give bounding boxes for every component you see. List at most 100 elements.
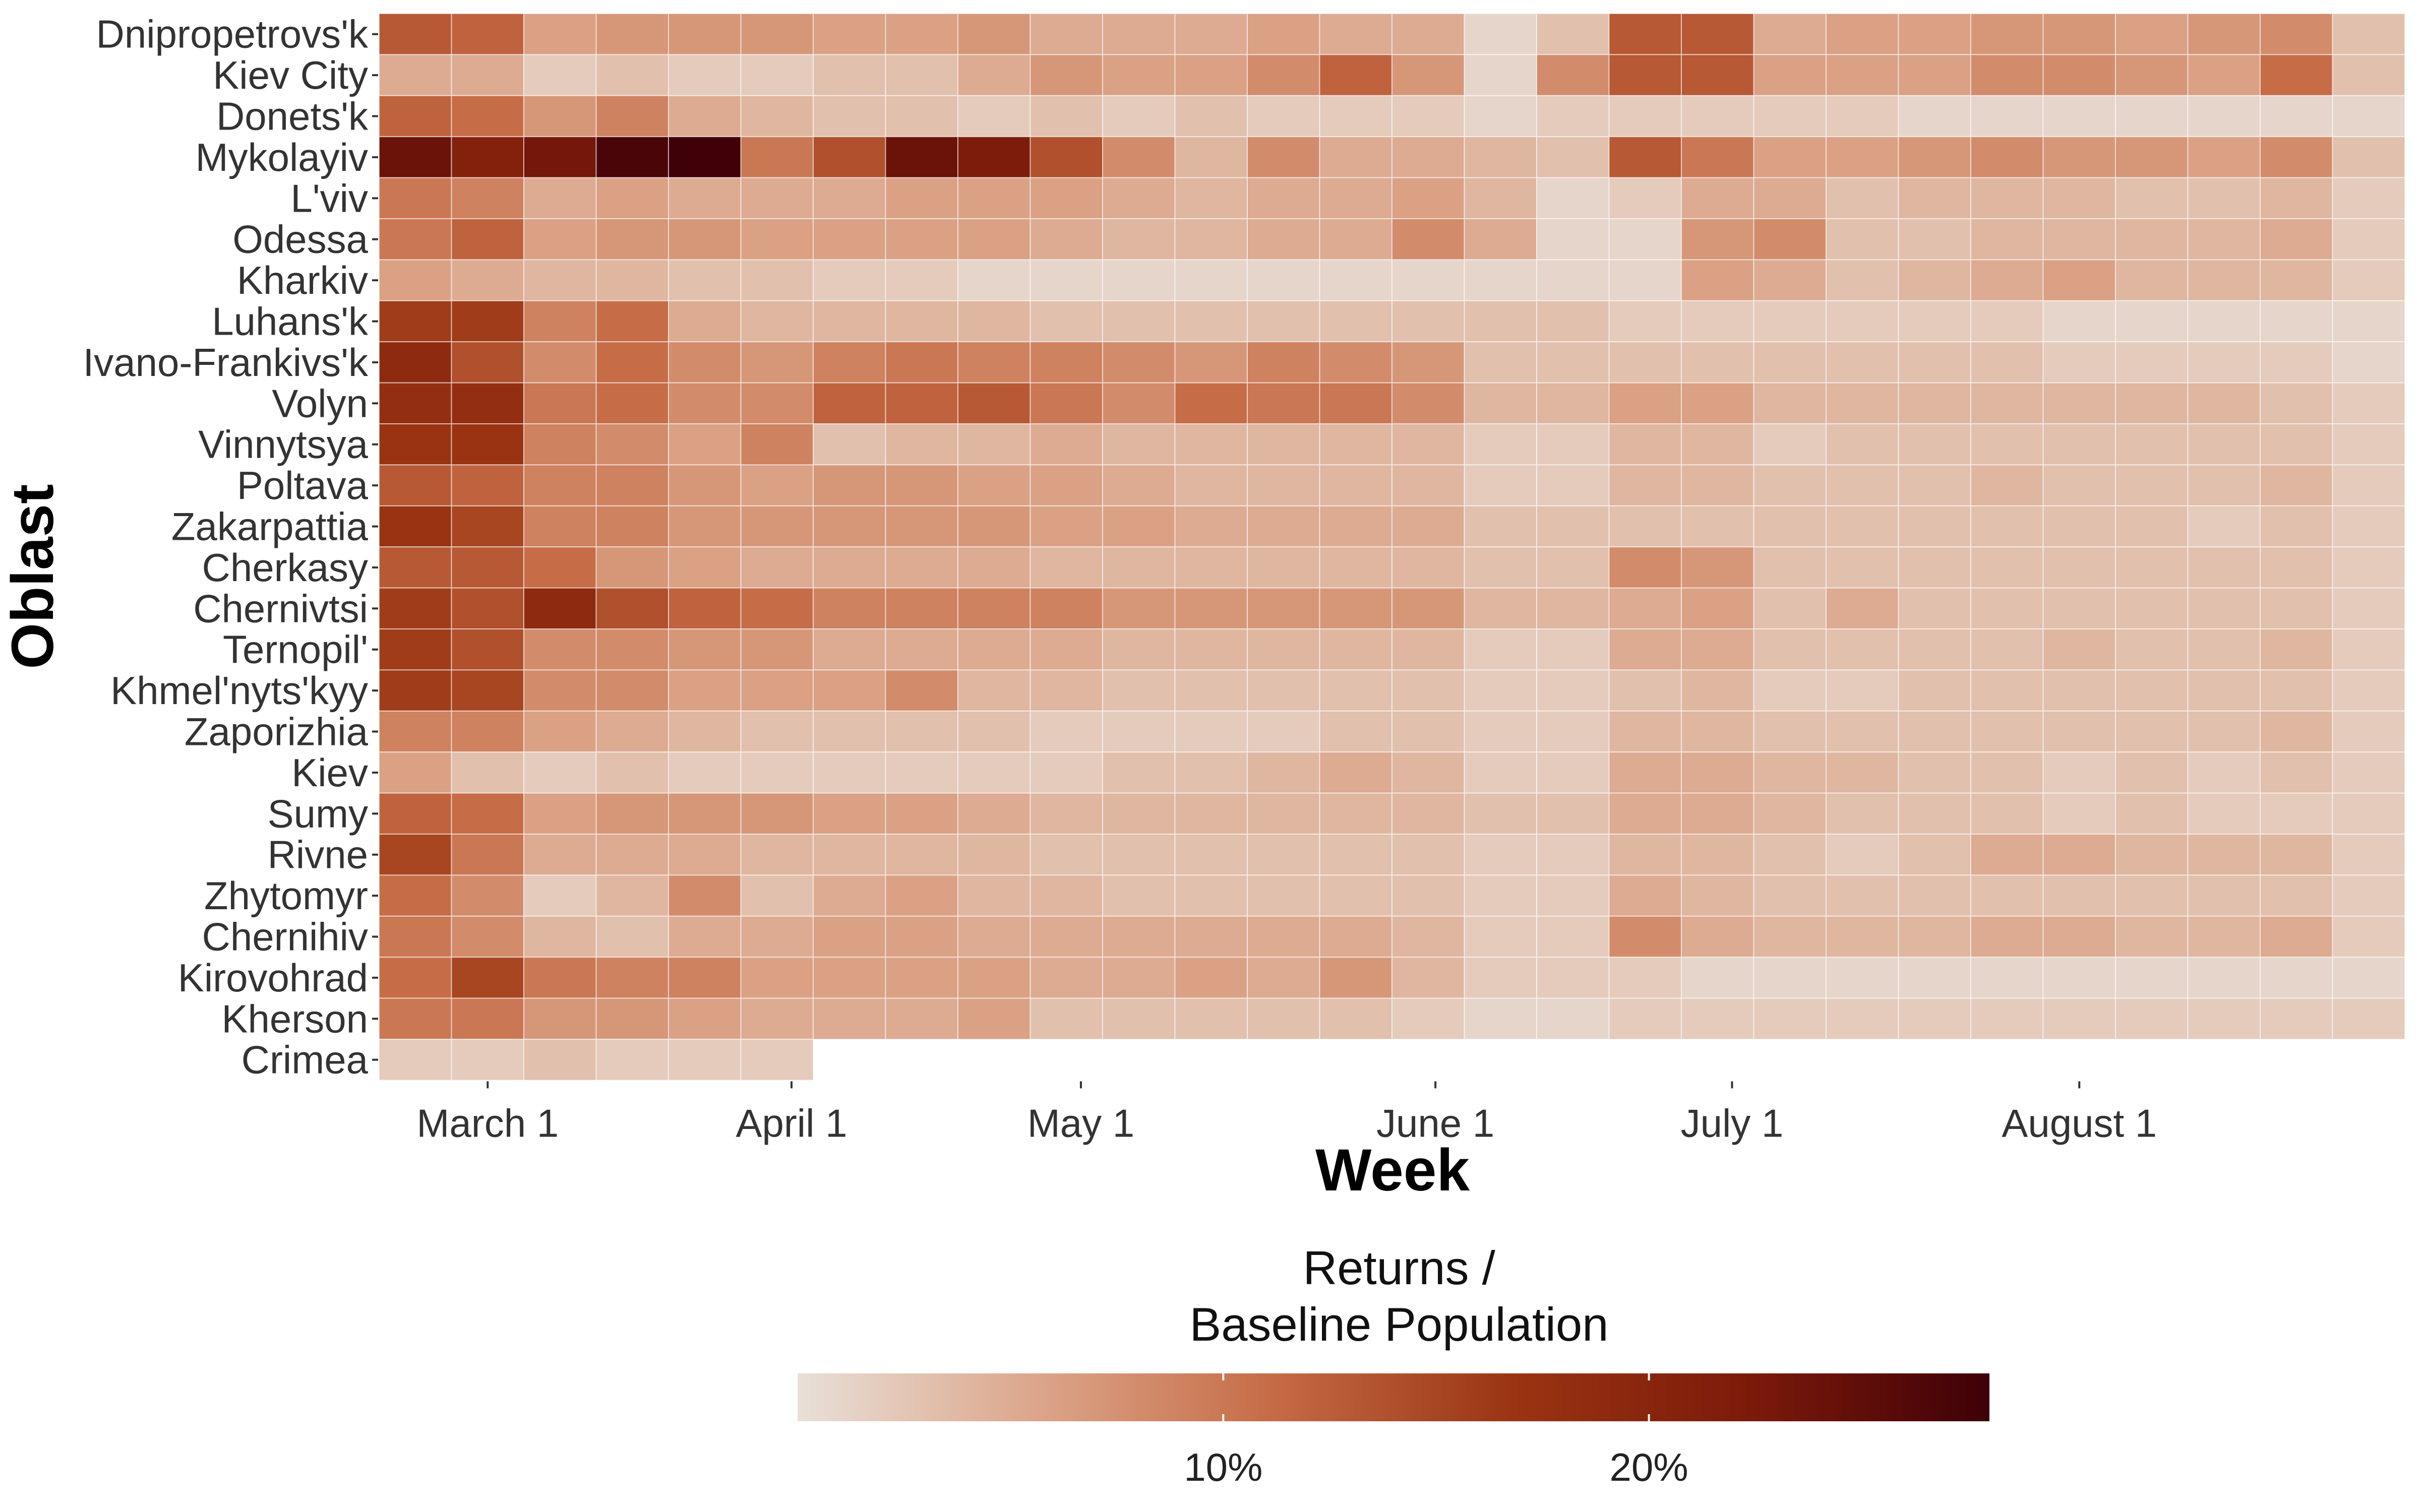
heatmap-cell — [1247, 300, 1320, 343]
heatmap-cell — [1898, 957, 1971, 999]
heatmap-cell — [1970, 669, 2044, 712]
heatmap-cell — [1898, 382, 1971, 424]
oblast-label: Luhans'k — [212, 299, 369, 344]
heatmap-cell — [2332, 997, 2405, 1040]
heatmap-cell — [1826, 177, 1899, 220]
heatmap-cell — [1030, 382, 1103, 424]
heatmap-cell — [379, 792, 452, 835]
heatmap-cell — [379, 505, 452, 548]
heatmap-cell — [1030, 587, 1103, 629]
heatmap-cell — [2115, 669, 2189, 712]
heatmap-cell — [885, 423, 958, 466]
week-tick-label: April 1 — [736, 1101, 847, 1145]
heatmap-cell — [740, 218, 814, 261]
heatmap-cell — [1681, 177, 1754, 220]
heatmap-cell — [2332, 177, 2405, 220]
heatmap-cell — [1608, 136, 1682, 178]
heatmap-cell — [1608, 587, 1682, 629]
heatmap-cell — [451, 710, 524, 753]
heatmap-cell — [1247, 505, 1320, 548]
heatmap-cell — [2260, 341, 2333, 384]
heatmap-cell — [1970, 957, 2044, 999]
heatmap-cell — [1319, 546, 1393, 589]
heatmap-cell — [2042, 13, 2116, 55]
oblast-label: L'viv — [290, 176, 368, 220]
heatmap-cell — [379, 834, 452, 876]
heatmap-cell — [1464, 710, 1537, 753]
heatmap-cell — [2115, 300, 2189, 343]
heatmap-cell — [1826, 95, 1899, 138]
heatmap-cell — [379, 628, 452, 671]
heatmap-cell — [1970, 874, 2044, 917]
heatmap-cell — [740, 628, 814, 671]
heatmap-cell — [2042, 834, 2116, 876]
heatmap-cell — [813, 834, 886, 876]
heatmap-cell — [1536, 177, 1610, 220]
heatmap-cell — [2042, 751, 2116, 794]
heatmap-cell — [451, 915, 524, 958]
heatmap-cell — [2115, 792, 2189, 835]
heatmap-cell — [1536, 834, 1610, 876]
heatmap-cell — [1536, 997, 1610, 1040]
heatmap-cell — [1319, 505, 1393, 548]
heatmap-cell — [740, 54, 814, 96]
heatmap-cell — [885, 54, 958, 96]
heatmap-cell — [2332, 300, 2405, 343]
heatmap-cell — [2332, 792, 2405, 835]
oblast-label: Poltava — [237, 463, 369, 508]
heatmap-cell — [885, 874, 958, 917]
heatmap-cell — [2260, 751, 2333, 794]
heatmap-cell — [2260, 915, 2333, 958]
heatmap-cell — [1247, 218, 1320, 261]
heatmap-cell — [1970, 834, 2044, 876]
heatmap-cell — [1970, 792, 2044, 835]
heatmap-cell — [1464, 957, 1537, 999]
heatmap-cell — [2042, 628, 2116, 671]
heatmap-cell — [2042, 341, 2116, 384]
heatmap-cell — [379, 341, 452, 384]
heatmap-cell — [1247, 874, 1320, 917]
heatmap-cell — [2260, 874, 2333, 917]
oblast-label: Ternopil' — [223, 627, 368, 672]
heatmap-cell — [1753, 177, 1827, 220]
heatmap-cell — [957, 382, 1031, 424]
heatmap-cell — [2042, 218, 2116, 261]
heatmap-cell — [668, 1039, 742, 1081]
heatmap-cell — [2042, 54, 2116, 96]
heatmap-cell — [523, 546, 597, 589]
y-axis-title: Oblast — [0, 484, 66, 669]
heatmap-cell — [1174, 218, 1248, 261]
heatmap-cell — [1898, 505, 1971, 548]
heatmap-cell — [2042, 423, 2116, 466]
heatmap-cell — [2042, 546, 2116, 589]
heatmap-cell — [957, 136, 1031, 178]
heatmap-cell — [595, 382, 669, 424]
heatmap-cell — [668, 54, 742, 96]
heatmap-cell — [1898, 136, 1971, 178]
heatmap-cell — [668, 505, 742, 548]
heatmap-cell — [957, 95, 1031, 138]
heatmap-cell — [1392, 915, 1465, 958]
legend-title-line1: Returns / — [1303, 1241, 1495, 1294]
heatmap-cell — [2115, 834, 2189, 876]
heatmap-cell — [1681, 792, 1754, 835]
heatmap-cell — [1608, 834, 1682, 876]
heatmap-cell — [523, 997, 597, 1040]
heatmap-cell — [1608, 177, 1682, 220]
heatmap-cell — [2115, 874, 2189, 917]
heatmap-cell — [1392, 834, 1465, 876]
heatmap-cell — [1898, 341, 1971, 384]
heatmap-cell — [379, 382, 452, 424]
heatmap-cell — [1608, 300, 1682, 343]
heatmap-cell — [1030, 957, 1103, 999]
heatmap-cell — [1536, 669, 1610, 712]
heatmap-cell — [1826, 259, 1899, 301]
heatmap-cell — [1464, 300, 1537, 343]
heatmap-cell — [1898, 669, 1971, 712]
heatmap-cell — [1319, 259, 1393, 301]
heatmap-cell — [451, 54, 524, 96]
oblast-label: Sumy — [268, 791, 368, 836]
heatmap-cell — [668, 915, 742, 958]
heatmap-cell — [1464, 54, 1537, 96]
heatmap-cell — [1681, 997, 1754, 1040]
